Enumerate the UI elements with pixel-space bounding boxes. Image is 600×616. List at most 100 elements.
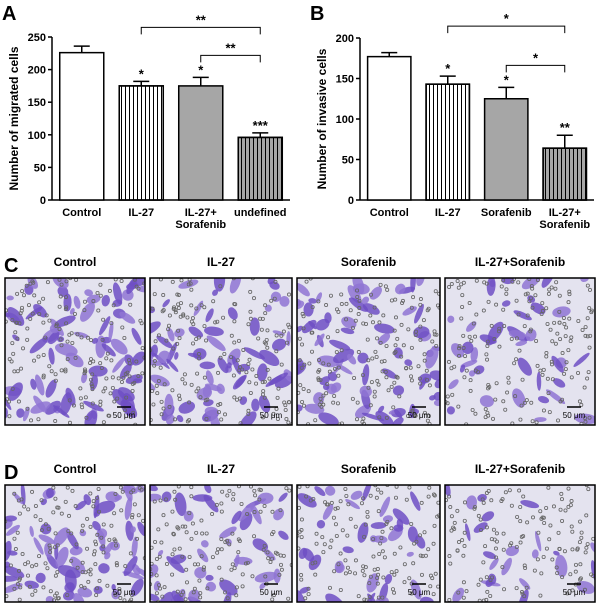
pore — [25, 406, 30, 411]
pore — [345, 565, 350, 570]
pore — [215, 550, 220, 555]
pore — [65, 357, 70, 362]
pore — [422, 530, 427, 535]
pore — [5, 594, 9, 599]
pore — [567, 289, 572, 294]
pore — [204, 338, 209, 343]
pore — [389, 298, 394, 303]
pore — [53, 372, 58, 377]
pore — [92, 552, 97, 557]
cell — [79, 302, 95, 322]
pore — [46, 526, 51, 531]
column-header: IL-27 — [207, 462, 235, 476]
pore — [14, 320, 19, 325]
pore — [587, 415, 592, 420]
pore — [483, 407, 488, 412]
cell — [75, 500, 87, 511]
pore — [202, 375, 207, 380]
pore — [507, 488, 512, 493]
bar-hatch — [542, 147, 588, 201]
pore — [393, 343, 398, 348]
bar-hatch — [425, 83, 471, 201]
pore — [82, 299, 87, 304]
pore — [111, 303, 116, 308]
pore — [464, 589, 469, 594]
pore — [306, 422, 311, 425]
pore — [471, 321, 476, 326]
pore — [377, 320, 382, 325]
pore — [513, 394, 518, 399]
pore — [51, 485, 56, 490]
scale-bar-label: 50 μm — [113, 588, 136, 597]
pore — [496, 329, 501, 334]
column-header: IL-27+Sorafenib — [475, 462, 565, 476]
pore — [97, 578, 102, 583]
pore — [131, 488, 136, 493]
cell — [112, 282, 123, 305]
pore — [18, 585, 23, 590]
pore — [64, 321, 69, 326]
pore — [37, 554, 42, 559]
cell — [8, 382, 23, 401]
pore — [91, 299, 96, 304]
pore — [267, 376, 272, 381]
pore — [570, 529, 575, 534]
pore — [491, 527, 496, 532]
y-tick-label: 100 — [28, 130, 46, 142]
cell — [57, 285, 69, 297]
pore — [154, 573, 159, 578]
pore — [324, 391, 329, 396]
pore — [482, 280, 487, 285]
cell — [279, 296, 290, 307]
pore — [177, 397, 182, 402]
pore — [417, 376, 422, 381]
column-header: Sorafenib — [341, 462, 396, 476]
pore — [392, 350, 397, 355]
pore — [197, 356, 202, 361]
pore — [41, 585, 46, 590]
pore — [336, 373, 341, 378]
cell — [419, 376, 427, 390]
cell — [33, 304, 48, 318]
pore — [170, 388, 175, 393]
pore — [375, 487, 380, 492]
cell — [83, 400, 104, 412]
cell — [364, 592, 376, 602]
pore — [432, 332, 437, 337]
cell — [5, 519, 13, 530]
pore — [44, 313, 49, 318]
cell — [194, 567, 207, 579]
pore — [158, 278, 163, 282]
pore — [455, 548, 460, 553]
pore — [306, 592, 311, 597]
cell — [48, 347, 55, 365]
scale-bar-label: 50 μm — [408, 588, 431, 597]
pore — [331, 400, 336, 405]
column-header: IL-27 — [207, 255, 235, 269]
pore — [456, 404, 461, 409]
pore — [269, 298, 274, 303]
pore — [55, 543, 60, 548]
pore — [411, 561, 416, 566]
pore — [478, 577, 483, 582]
pore — [159, 412, 164, 417]
pore — [563, 508, 568, 513]
cell — [374, 323, 395, 334]
pore — [546, 391, 551, 396]
pore — [152, 358, 157, 363]
cell — [445, 485, 451, 497]
pore — [563, 367, 568, 372]
pore — [176, 485, 181, 489]
cell — [70, 556, 86, 574]
pore — [98, 402, 103, 407]
pore — [202, 305, 207, 310]
pore — [262, 379, 267, 384]
pore — [544, 546, 549, 551]
cell — [345, 498, 360, 510]
pore — [186, 282, 191, 287]
pore — [470, 408, 475, 413]
cell — [229, 278, 242, 294]
pore — [460, 538, 465, 543]
cell — [259, 395, 271, 413]
pore — [381, 313, 386, 318]
